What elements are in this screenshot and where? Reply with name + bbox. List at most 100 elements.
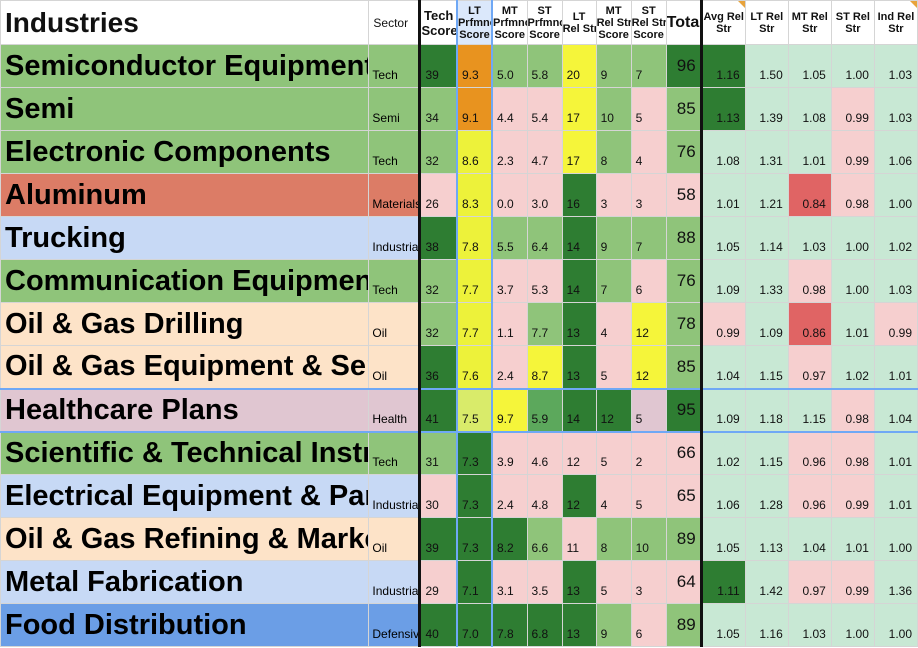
- header-mt-rel-str[interactable]: MT Rel Str: [787, 0, 832, 45]
- ind-rel-str-cell[interactable]: 1.00: [873, 517, 918, 561]
- header-industries[interactable]: Industries: [0, 0, 370, 45]
- lt-rel-str-cell[interactable]: 1.14: [744, 216, 789, 260]
- lt-performance-score-cell[interactable]: 7.8: [455, 216, 494, 260]
- mt-performance-score-cell[interactable]: 2.3: [491, 130, 528, 174]
- st-rel-str-cell[interactable]: 1.01: [830, 517, 875, 561]
- lt-rel-str-cell[interactable]: 1.15: [744, 431, 789, 475]
- lt-performance-score-cell[interactable]: 7.3: [455, 517, 494, 561]
- mt-rel-str-score-cell[interactable]: 5: [595, 345, 632, 389]
- st-performance-score-cell[interactable]: 4.6: [526, 431, 563, 475]
- st-rel-str-cell[interactable]: 1.00: [830, 259, 875, 303]
- mt-rel-str-score-cell[interactable]: 12: [595, 387, 632, 433]
- lt-rel-str-score-cell[interactable]: 13: [561, 345, 597, 389]
- header-total[interactable]: Total: [665, 0, 702, 45]
- mt-rel-str-score-cell[interactable]: 8: [595, 517, 632, 561]
- st-rel-str-cell[interactable]: 0.99: [830, 130, 875, 174]
- total-cell[interactable]: 89: [665, 517, 702, 561]
- avg-rel-str-cell[interactable]: 1.04: [699, 345, 746, 389]
- lt-rel-str-score-cell[interactable]: 14: [561, 387, 597, 433]
- tech-score-cell[interactable]: 40: [418, 603, 458, 647]
- lt-performance-score-cell[interactable]: 7.0: [455, 603, 494, 647]
- lt-rel-str-score-cell[interactable]: 14: [561, 259, 597, 303]
- tech-score-cell[interactable]: 31: [418, 431, 458, 475]
- lt-rel-str-score-cell[interactable]: 20: [561, 44, 597, 88]
- total-cell[interactable]: 95: [665, 387, 702, 433]
- lt-performance-score-cell[interactable]: 7.1: [455, 560, 494, 604]
- mt-rel-str-score-cell[interactable]: 3: [595, 173, 632, 217]
- mt-rel-str-score-cell[interactable]: 10: [595, 87, 632, 131]
- lt-rel-str-score-cell[interactable]: 14: [561, 216, 597, 260]
- st-performance-score-cell[interactable]: 8.7: [526, 345, 563, 389]
- lt-performance-score-cell[interactable]: 8.6: [455, 130, 494, 174]
- st-rel-str-cell[interactable]: 1.00: [830, 44, 875, 88]
- st-rel-str-score-cell[interactable]: 5: [630, 474, 667, 518]
- st-rel-str-cell[interactable]: 1.02: [830, 345, 875, 389]
- lt-rel-str-cell[interactable]: 1.15: [744, 345, 789, 389]
- st-performance-score-cell[interactable]: 5.4: [526, 87, 563, 131]
- lt-rel-str-cell[interactable]: 1.13: [744, 517, 789, 561]
- ind-rel-str-cell[interactable]: 1.00: [873, 173, 918, 217]
- avg-rel-str-cell[interactable]: 1.16: [699, 44, 746, 88]
- lt-rel-str-score-cell[interactable]: 12: [561, 474, 597, 518]
- sector-cell[interactable]: Tech: [368, 44, 421, 88]
- lt-rel-str-cell[interactable]: 1.33: [744, 259, 789, 303]
- st-rel-str-score-cell[interactable]: 2: [630, 431, 667, 475]
- industry-cell[interactable]: Electronic Components: [0, 130, 370, 174]
- st-performance-score-cell[interactable]: 5.8: [526, 44, 563, 88]
- lt-performance-score-cell[interactable]: 7.6: [455, 345, 494, 389]
- st-rel-str-cell[interactable]: 0.98: [830, 431, 875, 475]
- header-st-performance-score[interactable]: ST Prfmnc Score: [526, 0, 563, 45]
- lt-performance-score-cell[interactable]: 7.5: [455, 387, 494, 433]
- st-performance-score-cell[interactable]: 7.7: [526, 302, 563, 346]
- st-performance-score-cell[interactable]: 3.5: [526, 560, 563, 604]
- ind-rel-str-cell[interactable]: 0.99: [873, 302, 918, 346]
- industry-cell[interactable]: Aluminum: [0, 173, 370, 217]
- mt-performance-score-cell[interactable]: 1.1: [491, 302, 528, 346]
- mt-performance-score-cell[interactable]: 9.7: [491, 387, 528, 433]
- st-rel-str-score-cell[interactable]: 3: [630, 560, 667, 604]
- st-rel-str-cell[interactable]: 0.98: [830, 387, 875, 433]
- header-lt-rel-str-score[interactable]: LT Rel Str: [561, 0, 597, 45]
- ind-rel-str-cell[interactable]: 1.06: [873, 130, 918, 174]
- st-rel-str-score-cell[interactable]: 4: [630, 130, 667, 174]
- sector-cell[interactable]: Tech: [368, 259, 421, 303]
- st-rel-str-cell[interactable]: 0.99: [830, 87, 875, 131]
- mt-performance-score-cell[interactable]: 8.2: [491, 517, 528, 561]
- avg-rel-str-cell[interactable]: 1.05: [699, 603, 746, 647]
- sector-cell[interactable]: Oil: [368, 302, 421, 346]
- industry-cell[interactable]: Semiconductor Equipment & Materials: [0, 44, 370, 88]
- mt-performance-score-cell[interactable]: 3.1: [491, 560, 528, 604]
- lt-rel-str-score-cell[interactable]: 13: [561, 603, 597, 647]
- tech-score-cell[interactable]: 29: [418, 560, 458, 604]
- mt-rel-str-cell[interactable]: 1.08: [787, 87, 832, 131]
- industry-cell[interactable]: Food Distribution: [0, 603, 370, 647]
- mt-rel-str-cell[interactable]: 1.04: [787, 517, 832, 561]
- lt-rel-str-score-cell[interactable]: 17: [561, 87, 597, 131]
- avg-rel-str-cell[interactable]: 1.11: [699, 560, 746, 604]
- avg-rel-str-cell[interactable]: 1.13: [699, 87, 746, 131]
- sector-cell[interactable]: Materials: [368, 173, 421, 217]
- mt-rel-str-cell[interactable]: 1.05: [787, 44, 832, 88]
- ind-rel-str-cell[interactable]: 1.36: [873, 560, 918, 604]
- ind-rel-str-cell[interactable]: 1.04: [873, 387, 918, 433]
- mt-rel-str-score-cell[interactable]: 5: [595, 560, 632, 604]
- header-avg-rel-str[interactable]: Avg Rel Str: [699, 0, 746, 45]
- mt-performance-score-cell[interactable]: 5.5: [491, 216, 528, 260]
- lt-rel-str-cell[interactable]: 1.09: [744, 302, 789, 346]
- mt-performance-score-cell[interactable]: 5.0: [491, 44, 528, 88]
- mt-rel-str-score-cell[interactable]: 9: [595, 44, 632, 88]
- lt-performance-score-cell[interactable]: 8.3: [455, 173, 494, 217]
- mt-rel-str-score-cell[interactable]: 7: [595, 259, 632, 303]
- industry-cell[interactable]: Semi: [0, 87, 370, 131]
- mt-rel-str-cell[interactable]: 0.96: [787, 431, 832, 475]
- mt-rel-str-cell[interactable]: 0.84: [787, 173, 832, 217]
- lt-performance-score-cell[interactable]: 9.1: [455, 87, 494, 131]
- st-performance-score-cell[interactable]: 5.9: [526, 387, 563, 433]
- lt-rel-str-score-cell[interactable]: 13: [561, 302, 597, 346]
- st-rel-str-cell[interactable]: 0.98: [830, 173, 875, 217]
- lt-rel-str-cell[interactable]: 1.16: [744, 603, 789, 647]
- st-rel-str-score-cell[interactable]: 12: [630, 345, 667, 389]
- industry-cell[interactable]: Oil & Gas Equipment & Services: [0, 345, 370, 389]
- mt-performance-score-cell[interactable]: 3.9: [491, 431, 528, 475]
- total-cell[interactable]: 96: [665, 44, 702, 88]
